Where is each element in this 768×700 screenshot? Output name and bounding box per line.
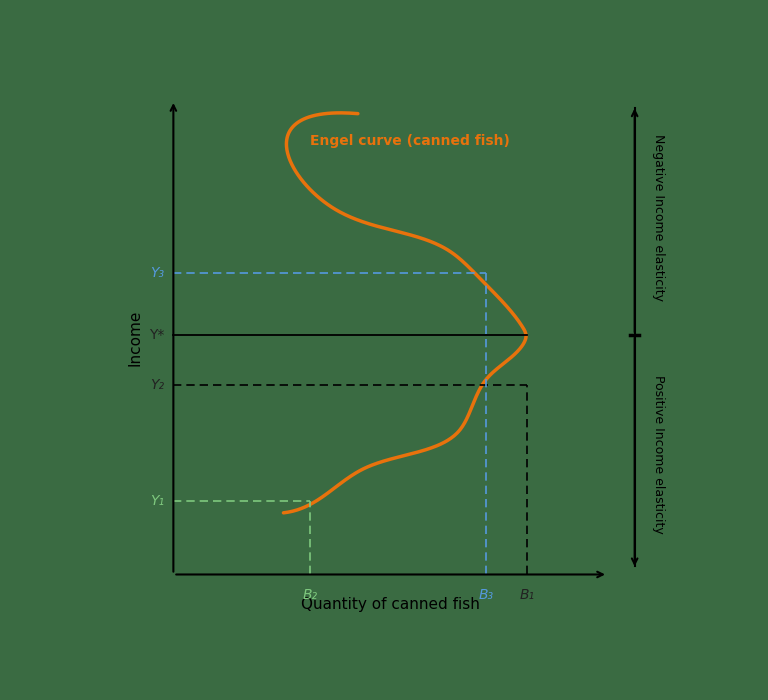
Text: Quantity of canned fish: Quantity of canned fish [301,596,480,612]
Text: Y*: Y* [149,328,164,342]
Text: Income: Income [127,309,142,365]
Text: Y₁: Y₁ [151,494,164,508]
Text: Positive Income elasticity: Positive Income elasticity [652,375,665,534]
Text: Y₂: Y₂ [151,378,164,392]
Text: Engel curve (canned fish): Engel curve (canned fish) [310,134,510,148]
Text: Negative Income elasticity: Negative Income elasticity [652,134,665,301]
Text: B₁: B₁ [520,588,535,602]
Text: B₂: B₂ [303,588,318,602]
Text: B₃: B₃ [478,588,494,602]
Text: Y₃: Y₃ [151,266,164,280]
